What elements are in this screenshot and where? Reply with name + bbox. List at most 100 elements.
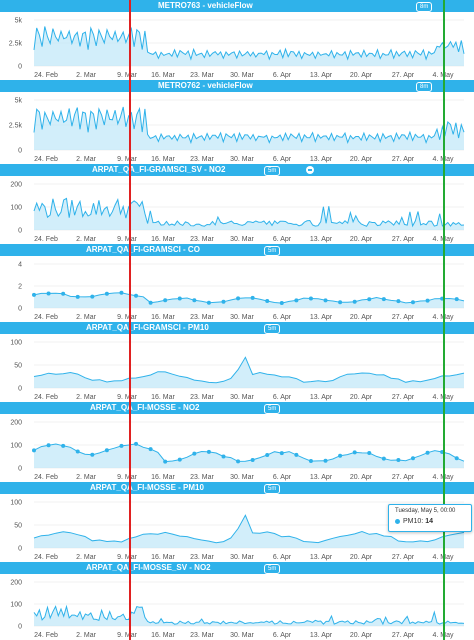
y-tick-label: 100 xyxy=(10,443,22,450)
x-tick-label: 16. Mar xyxy=(151,156,175,163)
x-tick-label: 9. Mar xyxy=(117,156,138,163)
data-point xyxy=(308,459,313,464)
refresh-badge[interactable]: 5m xyxy=(264,324,281,334)
x-tick-label: 23. Mar xyxy=(190,156,214,163)
panel-title: ARPAT_QA_FI-MOSSE - PM10 xyxy=(90,483,204,492)
x-tick-label: 9. Mar xyxy=(117,474,138,481)
x-tick-label: 20. Apr xyxy=(350,314,373,321)
x-tick-label: 20. Apr xyxy=(350,474,373,481)
y-tick-label: 0 xyxy=(18,546,22,553)
data-point xyxy=(352,450,357,455)
y-tick-label: 4 xyxy=(18,262,22,269)
y-tick-label: 2.5k xyxy=(9,41,23,48)
y-tick-label: 5k xyxy=(15,18,23,25)
x-tick-label: 30. Mar xyxy=(230,156,254,163)
x-tick-label: 2. Mar xyxy=(76,314,97,321)
panel-title: ARPAT_QA_FI-GRAMSCI_SV - NO2 xyxy=(92,165,226,174)
panel-header: METRO762 - vehicleFlow 8m xyxy=(0,80,474,92)
x-tick-label: 6. Apr xyxy=(273,632,292,639)
y-tick-label: 2 xyxy=(18,284,22,291)
panel-header: ARPAT_QA_FI-GRAMSCI - PM10 5m xyxy=(0,322,474,334)
data-point xyxy=(32,292,36,297)
y-tick-label: 0 xyxy=(18,624,22,631)
refresh-badge[interactable]: 5m xyxy=(264,246,281,256)
x-tick-label: 6. Apr xyxy=(273,394,292,401)
x-tick-label: 23. Mar xyxy=(190,314,214,321)
chart-panel-mosse-no2: ARPAT_QA_FI-MOSSE - NO2 5m 200 100 0 24. Fe… xyxy=(0,402,474,482)
chart-plot: 5k 2.5k 0 24. Feb 2. Mar 9. Mar 16. Mar 23. Mar… xyxy=(9,18,465,79)
series-area xyxy=(34,606,464,626)
y-tick-label: 100 xyxy=(10,205,22,212)
data-point xyxy=(381,456,386,461)
x-tick-label: 6. Apr xyxy=(273,554,292,561)
x-tick-label: 2. Mar xyxy=(76,554,97,561)
panel-header: ARPAT_QA_FI-MOSSE_SV - NO2 5m xyxy=(0,562,474,574)
data-point xyxy=(236,296,241,301)
data-point xyxy=(90,452,95,457)
series-area xyxy=(34,107,464,150)
x-tick-label: 23. Mar xyxy=(190,236,214,243)
x-tick-label: 24. Feb xyxy=(34,474,58,481)
data-point xyxy=(410,300,415,305)
data-point xyxy=(265,453,270,458)
x-tick-label: 23. Mar xyxy=(190,554,214,561)
x-tick-label: 24. Feb xyxy=(34,72,58,79)
refresh-badge[interactable]: 8m xyxy=(416,82,433,92)
data-point xyxy=(352,299,357,304)
series-line xyxy=(33,106,465,145)
series-area xyxy=(34,198,464,230)
x-tick-label: 9. Mar xyxy=(117,72,138,79)
collapse-icon[interactable] xyxy=(306,166,314,174)
chart-panel-metro762: METRO762 - vehicleFlow 8m 5k 2.5k 0 24. Feb… xyxy=(0,80,474,164)
y-tick-label: 200 xyxy=(10,182,22,189)
x-tick-label: 30. Mar xyxy=(230,236,254,243)
x-tick-label: 2. Mar xyxy=(76,474,97,481)
x-tick-label: 16. Mar xyxy=(151,474,175,481)
chart-plot: 200 100 0 24. Feb 2. Mar 9. Mar 16. Mar 23. Mar… xyxy=(10,182,465,243)
series-line xyxy=(33,514,465,544)
data-point xyxy=(294,298,299,303)
y-tick-label: 200 xyxy=(10,580,22,587)
x-tick-label: 2. Mar xyxy=(76,156,97,163)
data-point xyxy=(46,291,51,296)
y-tick-label: 100 xyxy=(10,340,22,347)
data-point xyxy=(134,441,139,446)
data-point xyxy=(75,449,80,454)
refresh-badge[interactable]: 5m xyxy=(264,166,281,176)
refresh-badge[interactable]: 5m xyxy=(264,404,281,414)
data-point xyxy=(265,298,270,303)
x-tick-label: 27. Apr xyxy=(392,156,415,163)
refresh-badge[interactable]: 5m xyxy=(264,564,281,574)
x-tick-label: 9. Mar xyxy=(117,314,138,321)
data-point xyxy=(367,450,372,455)
series-dot-icon xyxy=(395,518,400,524)
y-tick-label: 50 xyxy=(14,523,22,530)
panel-title: METRO762 - vehicleFlow xyxy=(158,81,253,90)
data-point xyxy=(396,299,401,304)
data-point xyxy=(61,443,66,448)
x-tick-label: 23. Mar xyxy=(190,474,214,481)
refresh-badge[interactable]: 5m xyxy=(264,484,281,494)
x-tick-label: 2. Mar xyxy=(76,632,97,639)
x-tick-label: 23. Mar xyxy=(190,72,214,79)
x-tick-label: 27. Apr xyxy=(392,554,415,561)
y-tick-label: 100 xyxy=(10,602,22,609)
data-point xyxy=(177,457,182,462)
series-line xyxy=(33,197,465,228)
x-tick-label: 24. Feb xyxy=(34,394,58,401)
x-tick-label: 6. Apr xyxy=(273,236,292,243)
x-tick-label: 20. Apr xyxy=(350,156,373,163)
hover-tooltip: Tuesday, May 5, 00:00 PM10: 14 xyxy=(388,504,472,532)
tooltip-value-row: PM10: 14 xyxy=(395,518,433,525)
green-time-marker[interactable] xyxy=(443,0,445,640)
data-point xyxy=(46,443,51,448)
series-line xyxy=(33,356,465,384)
refresh-badge[interactable]: 8m xyxy=(416,2,433,12)
data-point xyxy=(104,291,109,296)
data-point xyxy=(134,293,139,298)
x-tick-label: 16. Mar xyxy=(151,72,175,79)
y-tick-label: 0 xyxy=(18,306,22,313)
y-tick-label: 100 xyxy=(10,500,22,507)
red-time-marker[interactable] xyxy=(129,0,131,640)
chart-plot: 5k 2.5k 0 24. Feb 2. Mar 9. Mar 16. Mar 23. Mar… xyxy=(9,98,465,163)
